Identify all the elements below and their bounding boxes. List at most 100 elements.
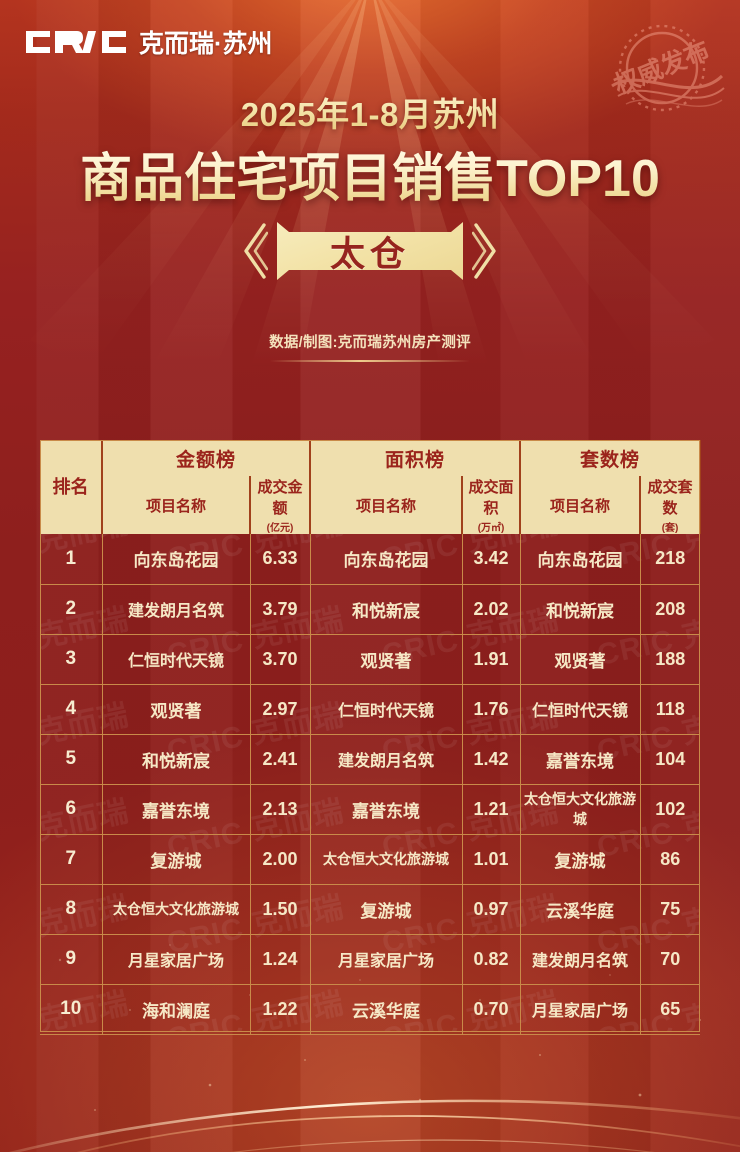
- cell-units-name: 向东岛花园: [520, 534, 641, 585]
- bracket-left-icon: [244, 223, 268, 279]
- cell-rank: 5: [40, 734, 103, 785]
- cell-units-value: 188: [640, 634, 701, 685]
- cell-area-name: 向东岛花园: [310, 534, 463, 585]
- cell-units-name: 云溪华庭: [520, 884, 641, 935]
- cell-area-value: 3.42: [462, 534, 521, 585]
- cell-amount-name: 太仓恒大文化旅游城: [102, 884, 251, 935]
- column-header-units-value-label: 成交套数: [647, 479, 693, 517]
- column-header-area-unit: (万㎡): [477, 523, 505, 534]
- cell-amount-name: 月星家居广场: [102, 934, 251, 985]
- cell-units-name: 仁恒时代天镜: [520, 684, 641, 735]
- cell-amount-name: 海和澜庭: [102, 984, 251, 1035]
- cell-area-name: 嘉誉东境: [310, 784, 463, 835]
- cell-area-name: 太仓恒大文化旅游城: [310, 834, 463, 885]
- column-header-amount-name: 项目名称: [102, 476, 251, 534]
- cell-units-name: 太仓恒大文化旅游城: [520, 784, 641, 835]
- table-row: 7 复游城 2.00 太仓恒大文化旅游城 1.01 复游城 86: [40, 834, 701, 885]
- table-row: 2 建发朗月名筑 3.79 和悦新宸 2.02 和悦新宸 208: [40, 584, 701, 635]
- cell-amount-value: 1.22: [250, 984, 311, 1035]
- table-body: 1 向东岛花园 6.33 向东岛花园 3.42 向东岛花园 218 2 建发朗月名筑 3.79 和悦…: [40, 534, 701, 1035]
- cell-amount-name: 向东岛花园: [102, 534, 251, 585]
- cell-area-name: 云溪华庭: [310, 984, 463, 1035]
- cric-logo-icon: [22, 27, 132, 57]
- table-row: 3 仁恒时代天镜 3.70 观贤著 1.91 观贤著 188: [40, 634, 701, 685]
- cell-rank: 6: [40, 784, 103, 835]
- cell-amount-name: 建发朗月名筑: [102, 584, 251, 635]
- column-header-units-value: 成交套数 (套): [640, 476, 702, 534]
- cell-area-value: 1.76: [462, 684, 521, 735]
- table-row: 1 向东岛花园 6.33 向东岛花园 3.42 向东岛花园 218: [40, 534, 701, 585]
- column-group-area: 面积榜: [310, 440, 522, 476]
- cell-amount-value: 3.70: [250, 634, 311, 685]
- cell-units-name: 观贤著: [520, 634, 641, 685]
- cell-area-value: 0.70: [462, 984, 521, 1035]
- page-title: 商品住宅项目销售TOP10: [0, 136, 740, 211]
- cell-area-value: 1.42: [462, 734, 521, 785]
- city-badge-label: 太仓: [329, 234, 410, 274]
- column-header-units-unit: (套): [661, 523, 679, 534]
- ranking-table: 排名 金额榜 面积榜 套数榜 项目名称 成交金额 (亿元) 项目名称 成交面积 …: [40, 440, 702, 1035]
- cell-amount-value: 1.50: [250, 884, 311, 935]
- poster-subtitle: 2025年1-8月苏州: [0, 88, 740, 136]
- cell-area-name: 建发朗月名筑: [310, 734, 463, 785]
- column-header-rank: 排名: [40, 440, 103, 534]
- table-row: 9 月星家居广场 1.24 月星家居广场 0.82 建发朗月名筑 70: [40, 934, 701, 985]
- cell-units-value: 70: [640, 934, 701, 985]
- cell-units-name: 复游城: [520, 834, 641, 885]
- table-row: 6 嘉誉东境 2.13 嘉誉东境 1.21 太仓恒大文化旅游城 102: [40, 784, 701, 835]
- cell-area-name: 仁恒时代天镜: [310, 684, 463, 735]
- cell-area-name: 复游城: [310, 884, 463, 935]
- cell-amount-value: 3.79: [250, 584, 311, 635]
- column-header-amount-value-label: 成交金额: [257, 479, 303, 517]
- cell-units-value: 75: [640, 884, 701, 935]
- table-row: 8 太仓恒大文化旅游城 1.50 复游城 0.97 云溪华庭 75: [40, 884, 701, 935]
- column-group-amount: 金额榜: [102, 440, 312, 476]
- source-divider: [270, 360, 470, 362]
- cell-area-value: 1.21: [462, 784, 521, 835]
- cell-amount-value: 2.97: [250, 684, 311, 735]
- cell-amount-name: 仁恒时代天镜: [102, 634, 251, 685]
- cell-rank: 9: [40, 934, 103, 985]
- ranking-table-container: 排名 金额榜 面积榜 套数榜 项目名称 成交金额 (亿元) 项目名称 成交面积 …: [40, 440, 702, 1035]
- column-header-area-value-label: 成交面积: [468, 479, 514, 517]
- cell-area-value: 1.01: [462, 834, 521, 885]
- cell-amount-value: 6.33: [250, 534, 311, 585]
- cell-amount-value: 2.13: [250, 784, 311, 835]
- cell-units-name: 月星家居广场: [520, 984, 641, 1035]
- cell-units-value: 65: [640, 984, 701, 1035]
- cell-area-value: 1.91: [462, 634, 521, 685]
- cell-units-value: 104: [640, 734, 701, 785]
- data-source-note: 数据/制图:克而瑞苏州房产测评: [269, 335, 471, 351]
- bracket-right-icon: [472, 223, 496, 279]
- cell-amount-name: 观贤著: [102, 684, 251, 735]
- cell-rank: 4: [40, 684, 103, 735]
- table-row: 5 和悦新宸 2.41 建发朗月名筑 1.42 嘉誉东境 104: [40, 734, 701, 785]
- table-row: 4 观贤著 2.97 仁恒时代天镜 1.76 仁恒时代天镜 118: [40, 684, 701, 735]
- city-badge: 太仓: [277, 222, 463, 280]
- cell-units-value: 118: [640, 684, 701, 735]
- cell-amount-name: 和悦新宸: [102, 734, 251, 785]
- city-badge-group: 太仓: [0, 222, 740, 280]
- table-row: 10 海和澜庭 1.22 云溪华庭 0.70 月星家居广场 65: [40, 984, 701, 1035]
- cell-units-value: 208: [640, 584, 701, 635]
- cell-rank: 2: [40, 584, 103, 635]
- cell-area-name: 月星家居广场: [310, 934, 463, 985]
- cell-rank: 10: [40, 984, 103, 1035]
- cell-area-value: 0.82: [462, 934, 521, 985]
- cell-amount-name: 嘉誉东境: [102, 784, 251, 835]
- column-header-area-value: 成交面积 (万㎡): [462, 476, 522, 534]
- table-header-sub-row: 项目名称 成交金额 (亿元) 项目名称 成交面积 (万㎡) 项目名称 成交套数 …: [40, 476, 702, 534]
- cell-units-value: 86: [640, 834, 701, 885]
- table-header: 排名 金额榜 面积榜 套数榜 项目名称 成交金额 (亿元) 项目名称 成交面积 …: [40, 440, 702, 534]
- brand-logo-cn: 克而瑞·苏州: [139, 30, 273, 58]
- cell-rank: 8: [40, 884, 103, 935]
- column-header-amount-unit: (亿元): [266, 523, 294, 534]
- cell-rank: 7: [40, 834, 103, 885]
- authoritative-seal-icon: 权威发布: [609, 24, 725, 112]
- cell-area-name: 观贤著: [310, 634, 463, 685]
- cell-units-name: 建发朗月名筑: [520, 934, 641, 985]
- cell-area-value: 2.02: [462, 584, 521, 635]
- column-header-amount-value: 成交金额 (亿元): [250, 476, 312, 534]
- cell-amount-value: 1.24: [250, 934, 311, 985]
